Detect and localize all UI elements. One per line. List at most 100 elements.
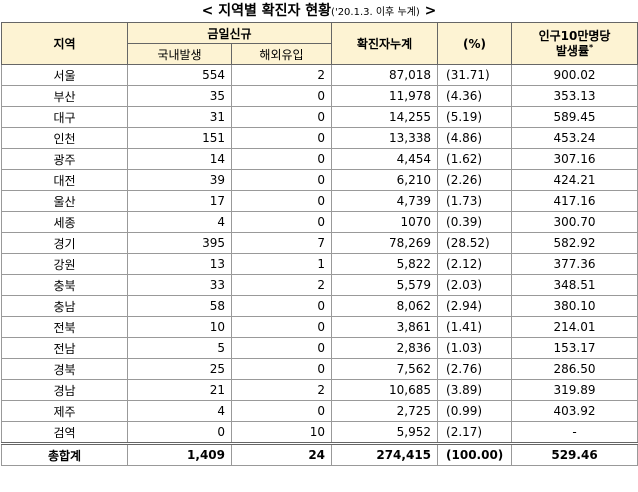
total-cell: 78,269 (331, 232, 439, 254)
header-new: 금일신규 (126, 22, 333, 44)
header-rate: 인구10만명당 발생률* (511, 22, 638, 65)
rate-cell: 286.50 (511, 358, 638, 380)
pct-cell: (5.19) (437, 106, 513, 128)
region-cell: 총합계 (1, 442, 128, 466)
table-row: 대전 39 0 6,210 (2.26) 424.21 (1, 169, 638, 191)
total-cell: 1070 (331, 211, 439, 233)
domestic-cell: 1,409 (127, 442, 232, 466)
imported-cell: 2 (230, 64, 333, 86)
domestic-cell: 0 (127, 421, 232, 444)
total-cell: 7,562 (331, 358, 439, 380)
rate-cell: 900.02 (511, 64, 638, 86)
imported-cell: 2 (230, 274, 333, 296)
region-cell: 강원 (1, 253, 128, 275)
header-total: 확진자누계 (331, 22, 439, 65)
pct-cell: (4.36) (437, 85, 513, 107)
domestic-cell: 14 (127, 148, 232, 170)
imported-cell: 10 (230, 421, 333, 444)
imported-cell: 0 (230, 295, 333, 317)
table-row: 충북 33 2 5,579 (2.03) 348.51 (1, 274, 638, 296)
rate-cell: 300.70 (511, 211, 638, 233)
imported-cell: 0 (230, 106, 333, 128)
header-domestic: 국내발생 (127, 43, 232, 65)
region-cell: 충남 (1, 295, 128, 317)
region-cell: 부산 (1, 85, 128, 107)
header-region: 지역 (1, 22, 128, 65)
imported-cell: 0 (230, 85, 333, 107)
pct-cell: (31.71) (437, 64, 513, 86)
pct-cell: (0.99) (437, 400, 513, 422)
imported-cell: 2 (230, 379, 333, 401)
title-main: 지역별 확진자 현황 (218, 3, 332, 19)
domestic-cell: 35 (127, 85, 232, 107)
rate-cell: 319.89 (511, 379, 638, 401)
region-cell: 제주 (1, 400, 128, 422)
rate-cell: 153.17 (511, 337, 638, 359)
rate-cell: 424.21 (511, 169, 638, 191)
table-row: 대구 31 0 14,255 (5.19) 589.45 (1, 106, 638, 128)
domestic-cell: 21 (127, 379, 232, 401)
domestic-cell: 395 (127, 232, 232, 254)
title: < 지역별 확진자 현황('20.1.3. 이후 누계) > (0, 0, 638, 22)
pct-cell: (2.26) (437, 169, 513, 191)
rate-cell: 529.46 (511, 442, 638, 466)
pct-cell: (2.17) (437, 421, 513, 444)
pct-cell: (0.39) (437, 211, 513, 233)
domestic-cell: 58 (127, 295, 232, 317)
imported-cell: 0 (230, 316, 333, 338)
table-body: 서울 554 2 87,018 (31.71) 900.02 부산 35 0 11,978 (4.3… (1, 64, 638, 466)
region-cell: 광주 (1, 148, 128, 170)
domestic-cell: 4 (127, 211, 232, 233)
domestic-cell: 10 (127, 316, 232, 338)
region-cell: 전남 (1, 337, 128, 359)
table-row: 세종 4 0 1070 (0.39) 300.70 (1, 211, 638, 233)
header-rate-line2: 발생률 (555, 44, 589, 58)
domestic-cell: 554 (127, 64, 232, 86)
domestic-cell: 17 (127, 190, 232, 212)
imported-cell: 0 (230, 211, 333, 233)
rate-cell: 417.16 (511, 190, 638, 212)
region-cell: 검역 (1, 421, 128, 444)
header-imported: 해외유입 (230, 43, 333, 65)
pct-cell: (1.41) (437, 316, 513, 338)
region-cell: 경남 (1, 379, 128, 401)
rate-cell: 589.45 (511, 106, 638, 128)
rate-cell: 403.92 (511, 400, 638, 422)
total-cell: 8,062 (331, 295, 439, 317)
header-pct: (%) (437, 22, 513, 65)
pct-cell: (1.03) (437, 337, 513, 359)
pct-cell: (100.00) (437, 442, 513, 466)
header-rate-mark: * (588, 43, 594, 52)
imported-cell: 0 (230, 400, 333, 422)
region-cell: 충북 (1, 274, 128, 296)
rate-cell: - (511, 421, 638, 444)
pct-cell: (1.62) (437, 148, 513, 170)
total-cell: 10,685 (331, 379, 439, 401)
rate-cell: 453.24 (511, 127, 638, 149)
total-cell: 274,415 (331, 442, 439, 466)
total-cell: 4,739 (331, 190, 439, 212)
region-cell: 세종 (1, 211, 128, 233)
region-cell: 서울 (1, 64, 128, 86)
total-cell: 87,018 (331, 64, 439, 86)
domestic-cell: 39 (127, 169, 232, 191)
table-row: 경기 395 7 78,269 (28.52) 582.92 (1, 232, 638, 254)
imported-cell: 0 (230, 190, 333, 212)
total-cell: 14,255 (331, 106, 439, 128)
total-cell: 2,725 (331, 400, 439, 422)
table-row: 전남 5 0 2,836 (1.03) 153.17 (1, 337, 638, 359)
pct-cell: (1.73) (437, 190, 513, 212)
title-suffix: > (424, 3, 437, 19)
imported-cell: 24 (230, 442, 333, 466)
total-cell: 4,454 (331, 148, 439, 170)
imported-cell: 7 (230, 232, 333, 254)
pct-cell: (4.86) (437, 127, 513, 149)
pct-cell: (2.12) (437, 253, 513, 275)
total-cell: 13,338 (331, 127, 439, 149)
total-cell: 11,978 (331, 85, 439, 107)
title-note: ('20.1.3. 이후 누계) (331, 7, 420, 18)
pct-cell: (2.03) (437, 274, 513, 296)
table-row: 인천 151 0 13,338 (4.86) 453.24 (1, 127, 638, 149)
rate-cell: 348.51 (511, 274, 638, 296)
